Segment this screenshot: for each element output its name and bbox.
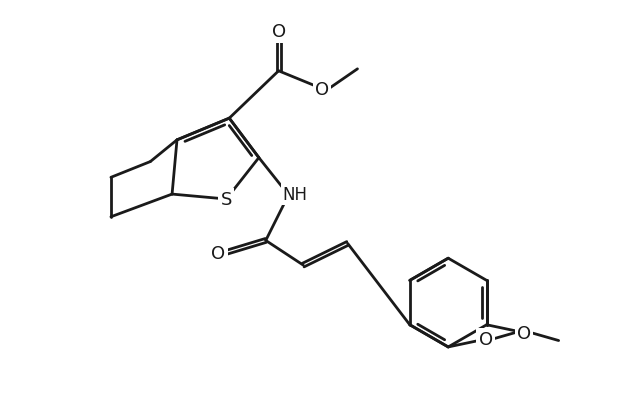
Text: O: O — [271, 23, 285, 41]
Text: O: O — [479, 330, 493, 348]
Text: O: O — [517, 324, 531, 342]
Text: O: O — [211, 245, 225, 263]
Text: S: S — [221, 190, 232, 209]
Text: O: O — [315, 80, 329, 98]
Text: NH: NH — [283, 186, 308, 204]
